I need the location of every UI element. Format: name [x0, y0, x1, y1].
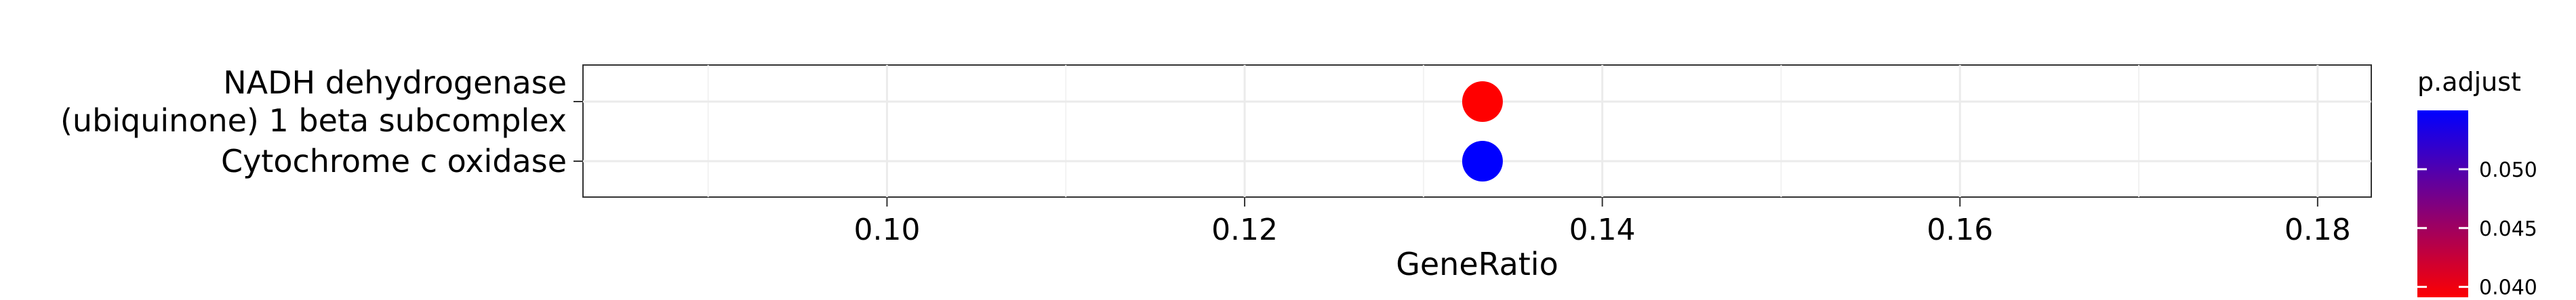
x-axis-title: GeneRatio — [1396, 246, 1558, 282]
legend: p.adjust 0.040 0.045 0.050 — [2417, 67, 2537, 300]
legend-tick-label: 0.050 — [2479, 158, 2537, 182]
y-tick-label-line: (ubiquinone) 1 beta subcomplex — [60, 102, 567, 139]
x-tick-label: 0.10 — [853, 213, 920, 247]
legend-title: p.adjust — [2417, 67, 2521, 97]
panel-border — [582, 64, 2372, 198]
x-tick-label: 0.12 — [1211, 213, 1278, 247]
y-tick-label-line: Cytochrome c oxidase — [221, 143, 567, 179]
data-point — [1462, 141, 1503, 181]
data-points — [1462, 81, 1503, 181]
legend-tick-label: 0.045 — [2479, 217, 2537, 241]
legend-tick-label: 0.040 — [2479, 276, 2537, 297]
x-tick-label: 0.14 — [1569, 213, 1636, 247]
y-tick-label: Cytochrome c oxidase — [221, 143, 567, 179]
y-tick-label: NADH dehydrogenase (ubiquinone) 1 beta su… — [60, 64, 567, 139]
x-tick-label: 0.16 — [1927, 213, 1993, 247]
y-tick-label-line: NADH dehydrogenase — [223, 64, 567, 101]
x-tick-label: 0.18 — [2285, 213, 2351, 247]
data-point — [1462, 81, 1503, 122]
axes: 0.10 0.12 0.14 0.16 0.18 GeneRatio NADH dehydr… — [60, 64, 2351, 282]
legend-colorbar — [2417, 110, 2468, 299]
